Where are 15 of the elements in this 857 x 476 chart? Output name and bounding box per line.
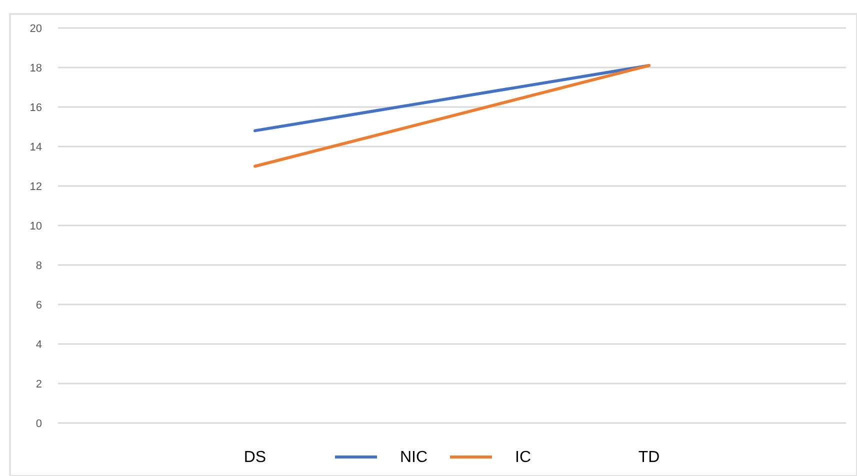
y-tick-label: 2 [36, 378, 42, 390]
y-tick-label: 6 [36, 299, 42, 312]
y-tick-label: 8 [36, 260, 42, 272]
x-tick-label: DS [244, 449, 266, 466]
y-tick-label: 18 [30, 62, 42, 74]
y-tick-label: 0 [36, 418, 42, 430]
y-tick-label: 14 [30, 141, 42, 154]
x-tick-label: TD [638, 449, 660, 466]
legend-label: IC [515, 449, 531, 466]
legend-label: NIC [400, 449, 428, 466]
y-tick-label: 16 [30, 102, 42, 114]
y-tick-label: 20 [30, 22, 42, 35]
y-tick-label: 10 [30, 220, 42, 232]
y-tick-label: 12 [30, 180, 42, 193]
y-tick-label: 4 [36, 338, 42, 351]
